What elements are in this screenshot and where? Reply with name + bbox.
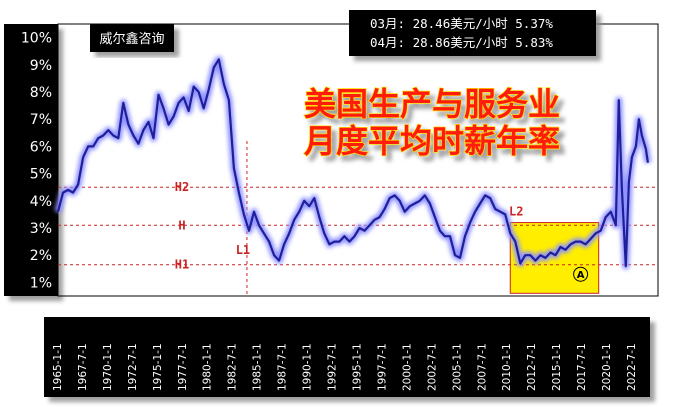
reference-label-h1: H1 [175, 258, 189, 272]
x-tick-label: 1995-1-1 [351, 343, 363, 391]
y-tick-label: 4% [30, 194, 52, 210]
x-tick-label: 2017-7-1 [576, 343, 588, 391]
x-tick-label: 1980-1-1 [202, 343, 214, 391]
x-tick-label: 2020-1-1 [601, 343, 613, 391]
y-tick-label: 10% [21, 31, 52, 47]
x-tick-label: 2007-7-1 [476, 343, 488, 391]
y-tick-label: 5% [30, 167, 52, 183]
x-tick-label: 1965-1-1 [52, 343, 64, 391]
x-tick-label: 1972-7-1 [127, 343, 139, 391]
headline-line-2: 月度平均时薪年率 [304, 122, 560, 160]
info-line-1: 03月: 28.46美元/小时 5.37% [370, 16, 553, 31]
info-box [349, 10, 596, 56]
info-line-2: 04月: 28.86美元/小时 5.83% [370, 35, 553, 50]
y-tick-label: 2% [30, 248, 52, 264]
x-tick-label: 1970-1-1 [102, 343, 114, 391]
reference-label-h2: H2 [175, 180, 189, 194]
brand-box [90, 24, 174, 52]
reference-label-h: H [178, 218, 185, 232]
marker-label-l2: L2 [509, 205, 523, 219]
brand-label: 威尔鑫咨询 [99, 31, 164, 47]
marker-label-l1: L1 [236, 243, 250, 257]
highlight-marker-circle [573, 266, 589, 282]
series-line [56, 58, 649, 268]
y-tick-label: 8% [30, 85, 52, 101]
y-tick-label: 3% [30, 221, 52, 237]
y-tick-label: 1% [30, 275, 52, 291]
x-tick-label: 1975-1-1 [152, 343, 164, 391]
x-axis-panel [44, 317, 650, 397]
headline-line-1: 美国生产与服务业 [304, 85, 560, 123]
x-tick-label: 1982-7-1 [227, 343, 239, 391]
x-tick-label: 1987-7-1 [277, 343, 289, 391]
x-tick-label: 1967-7-1 [77, 343, 89, 391]
y-tick-label: 7% [30, 112, 52, 128]
highlight-marker-label: A [577, 270, 585, 281]
x-tick-label: 2022-7-1 [626, 343, 638, 391]
y-axis-panel [4, 24, 58, 296]
x-tick-label: 1997-7-1 [376, 343, 388, 391]
x-tick-label: 1990-1-1 [302, 343, 314, 391]
x-tick-label: 1977-7-1 [177, 343, 189, 391]
x-tick-label: 2000-1-1 [401, 343, 413, 391]
x-tick-label: 1992-7-1 [327, 343, 339, 391]
x-tick-label: 2010-1-1 [501, 343, 513, 391]
x-tick-label: 2015-1-1 [551, 343, 563, 391]
x-tick-label: 2012-7-1 [526, 343, 538, 391]
x-tick-label: 2005-1-1 [451, 343, 463, 391]
y-tick-label: 9% [30, 58, 52, 74]
x-tick-label: 1985-1-1 [252, 343, 264, 391]
y-tick-label: 6% [30, 139, 52, 155]
x-tick-label: 2002-7-1 [426, 343, 438, 391]
